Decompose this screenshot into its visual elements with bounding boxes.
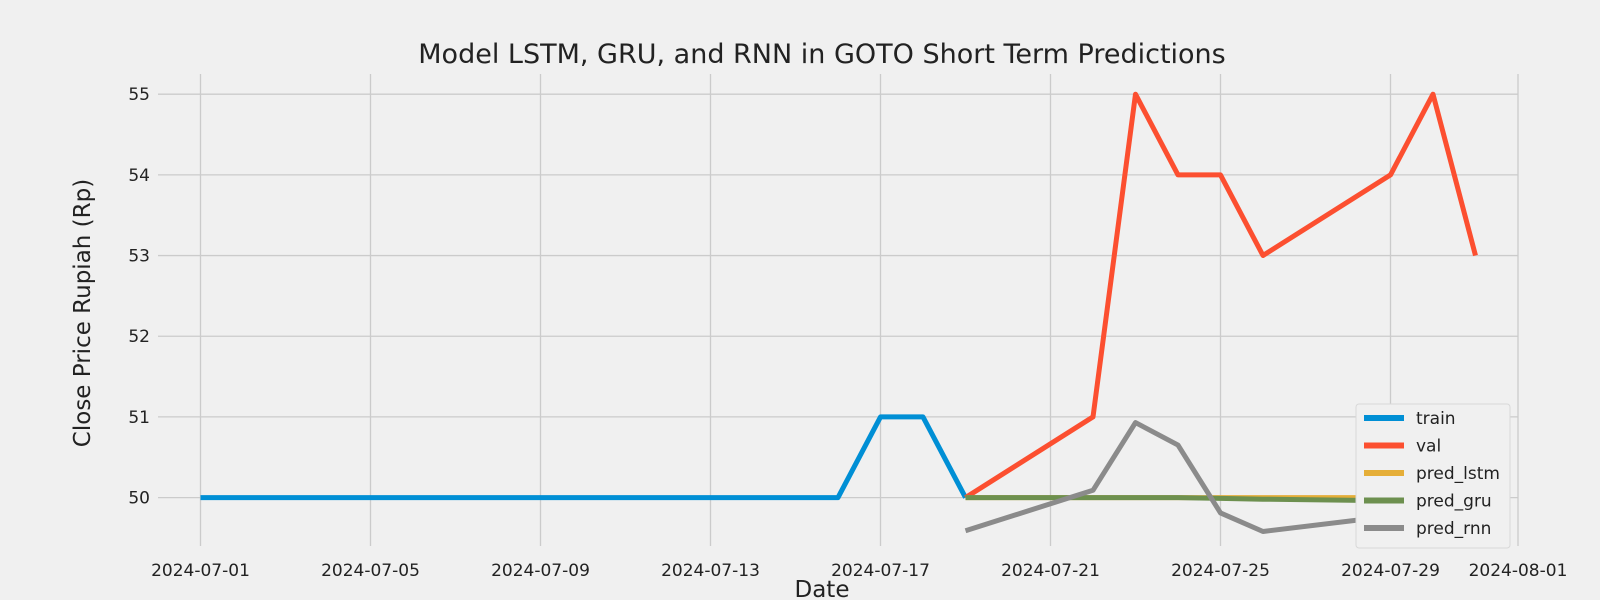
legend-label-pred-rnn: pred_rnn <box>1416 519 1491 539</box>
x-tick-label: 2024-07-01 <box>151 561 250 581</box>
legend-box <box>1355 403 1511 549</box>
x-tick-labels: 2024-07-01 2024-07-05 2024-07-09 2024-07-13… <box>151 561 1567 581</box>
x-tick-label: 2024-07-25 <box>1171 561 1270 581</box>
legend-label-train: train <box>1416 409 1456 429</box>
legend-label-pred-gru: pred_gru <box>1416 492 1492 512</box>
legend-label-pred-lstm: pred_lstm <box>1416 464 1500 484</box>
x-tick-label: 2024-07-21 <box>1001 561 1100 581</box>
x-axis-title: Date <box>795 577 850 600</box>
y-tick-label: 52 <box>128 327 150 347</box>
x-tick-label: 2024-08-01 <box>1469 561 1568 581</box>
x-tick-label: 2024-07-09 <box>491 561 590 581</box>
y-tick-label: 54 <box>128 166 150 186</box>
y-tick-labels: 50 51 52 53 54 55 <box>128 85 150 508</box>
x-tick-label: 2024-07-17 <box>831 561 930 581</box>
series-line-train <box>200 414 968 501</box>
y-axis-title: Close Price Rupiah (Rp) <box>70 179 96 447</box>
legend: train val pred_lstm pred_gru pred_rnn <box>1355 403 1511 549</box>
chart-title: Model LSTM, GRU, and RNN in GOTO Short T… <box>418 39 1225 70</box>
y-tick-label: 55 <box>128 85 150 105</box>
y-tick-label: 53 <box>128 247 150 267</box>
x-tick-label: 2024-07-29 <box>1341 561 1440 581</box>
x-tick-label: 2024-07-13 <box>661 561 760 581</box>
y-tick-label: 51 <box>128 408 150 428</box>
x-tick-label: 2024-07-05 <box>321 561 420 581</box>
series-line-val <box>964 91 1478 500</box>
y-tick-label: 50 <box>128 489 150 509</box>
legend-label-val: val <box>1416 437 1441 457</box>
